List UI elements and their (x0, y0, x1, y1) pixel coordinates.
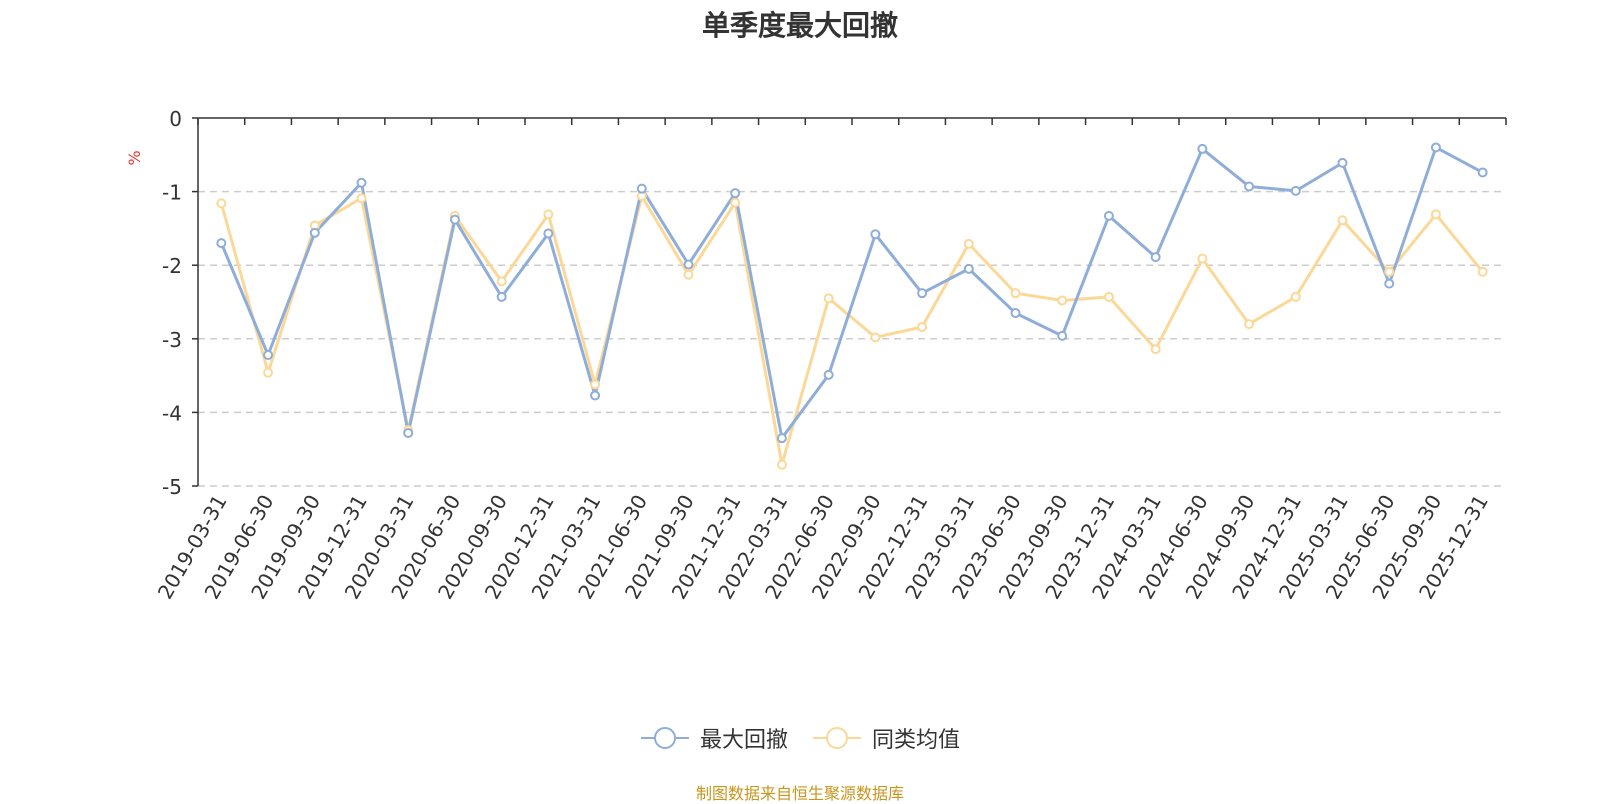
data-point (1150, 344, 1161, 355)
y-axis-unit: % (125, 150, 144, 165)
data-point (1103, 291, 1114, 302)
data-point (1010, 308, 1021, 319)
y-tick-label: -1 (162, 181, 182, 205)
data-point (590, 390, 601, 401)
data-point (496, 276, 507, 287)
data-point (917, 288, 928, 299)
legend-label-max-drawdown: 最大回撤 (699, 728, 788, 753)
data-source-note: 制图数据来自恒生聚源数据库 (695, 784, 904, 803)
series-line (219, 145, 1484, 440)
data-point (216, 238, 227, 249)
data-point (216, 198, 227, 209)
data-point (543, 209, 554, 220)
data-point (776, 459, 787, 470)
data-point (1290, 291, 1301, 302)
data-point (683, 259, 694, 270)
data-point (1290, 185, 1301, 196)
data-point (1244, 181, 1255, 192)
data-point (1477, 266, 1488, 277)
data-point (1197, 253, 1208, 264)
y-tick-label: -2 (162, 254, 182, 278)
legend-label-category-average: 同类均值 (872, 728, 961, 753)
data-point (1010, 288, 1021, 299)
data-point (263, 367, 274, 378)
data-point (1337, 215, 1348, 226)
data-point (963, 238, 974, 249)
y-tick-label: 0 (169, 107, 182, 131)
data-point (823, 293, 834, 304)
data-point (776, 433, 787, 444)
data-point (1430, 142, 1441, 153)
data-point (870, 229, 881, 240)
data-point (917, 322, 928, 333)
data-point (870, 332, 881, 343)
data-point (1150, 252, 1161, 263)
data-point (356, 193, 367, 204)
data-point (1384, 266, 1395, 277)
data-point (1337, 157, 1348, 168)
data-point (1057, 330, 1068, 341)
data-point (356, 177, 367, 188)
data-point (496, 291, 507, 302)
y-tick-label: -5 (162, 475, 182, 499)
data-point (963, 263, 974, 274)
y-tick-label: -4 (162, 401, 182, 425)
data-point (543, 228, 554, 239)
data-point (730, 188, 741, 199)
data-point (1477, 167, 1488, 178)
data-point (636, 183, 647, 194)
data-point (590, 379, 601, 390)
data-point (1103, 210, 1114, 221)
data-point (730, 197, 741, 208)
legend-item-max-drawdown[interactable]: 最大回撤 (640, 722, 788, 754)
data-point (449, 214, 460, 225)
data-point (309, 227, 320, 238)
legend-item-category-average[interactable]: 同类均值 (812, 722, 960, 754)
y-tick-label: -3 (162, 328, 182, 352)
chart-title: 单季度最大回撤 (701, 9, 898, 42)
data-point (1384, 278, 1395, 289)
legend-swatch-max-drawdown (640, 727, 689, 749)
data-point (1244, 319, 1255, 330)
legend-swatch-category-average (813, 727, 861, 749)
data-point (1197, 143, 1208, 154)
data-point (823, 369, 834, 380)
data-point (403, 428, 414, 439)
data-point (683, 269, 694, 280)
data-point (1430, 209, 1441, 220)
chart-legend: 最大回撤 同类均值 (0, 722, 1600, 754)
data-point (263, 349, 274, 360)
data-point (1057, 295, 1068, 306)
